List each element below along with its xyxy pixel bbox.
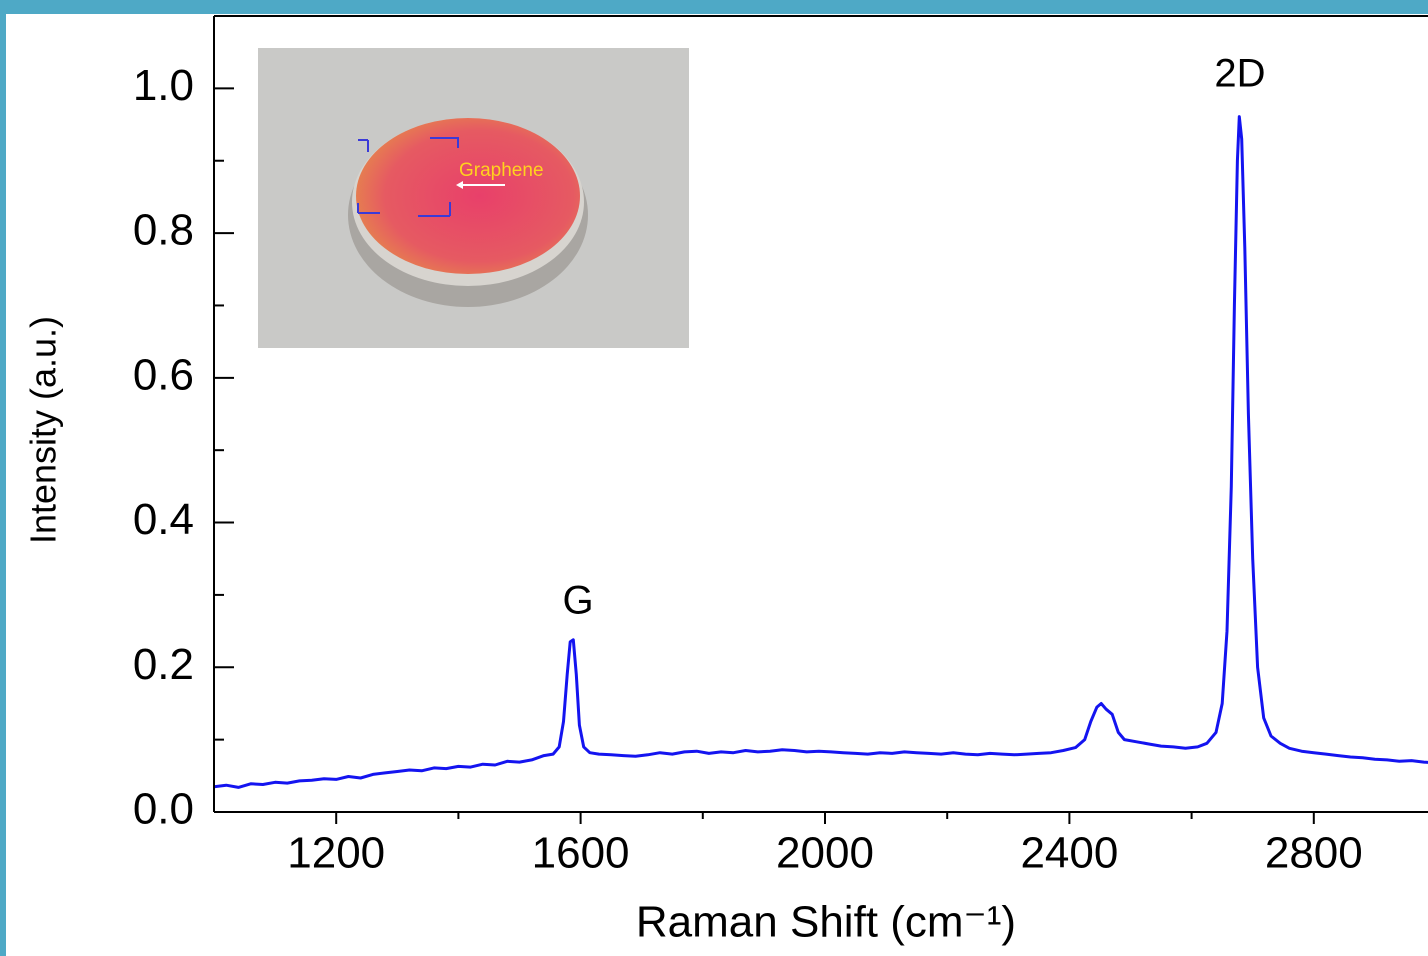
- dashed-frame: [357, 137, 459, 217]
- series-group: [214, 115, 1428, 789]
- inset-arrowhead: [456, 181, 463, 189]
- y-tick-label: 0.6: [133, 350, 194, 399]
- y-axis-title: Intensity (a.u.): [23, 316, 64, 544]
- inset-label: Graphene: [459, 160, 544, 181]
- frame-left: [0, 0, 6, 956]
- y-tick-label: 0.0: [133, 785, 194, 834]
- peak-annotation: G: [562, 579, 593, 623]
- x-tick-label: 1200: [287, 829, 385, 878]
- x-axis-title: Raman Shift (cm⁻¹): [636, 898, 1016, 947]
- x-tick-label: 2000: [776, 829, 874, 878]
- y-tick-label: 0.8: [133, 206, 194, 255]
- x-tick-label: 2800: [1265, 829, 1363, 878]
- x-tick-label: 2400: [1020, 829, 1118, 878]
- x-tick-label: 1600: [532, 829, 630, 878]
- y-tick-label: 0.4: [133, 495, 194, 544]
- peak-annotation: 2D: [1214, 52, 1265, 96]
- graphene-film: [356, 118, 580, 274]
- y-tick-label: 1.0: [133, 61, 194, 110]
- inset-photo: Graphene: [258, 48, 689, 348]
- plot-area: [214, 115, 1428, 789]
- y-tick-label: 0.2: [133, 640, 194, 689]
- spectrum-line: [214, 115, 1428, 789]
- frame-top: [0, 0, 1428, 14]
